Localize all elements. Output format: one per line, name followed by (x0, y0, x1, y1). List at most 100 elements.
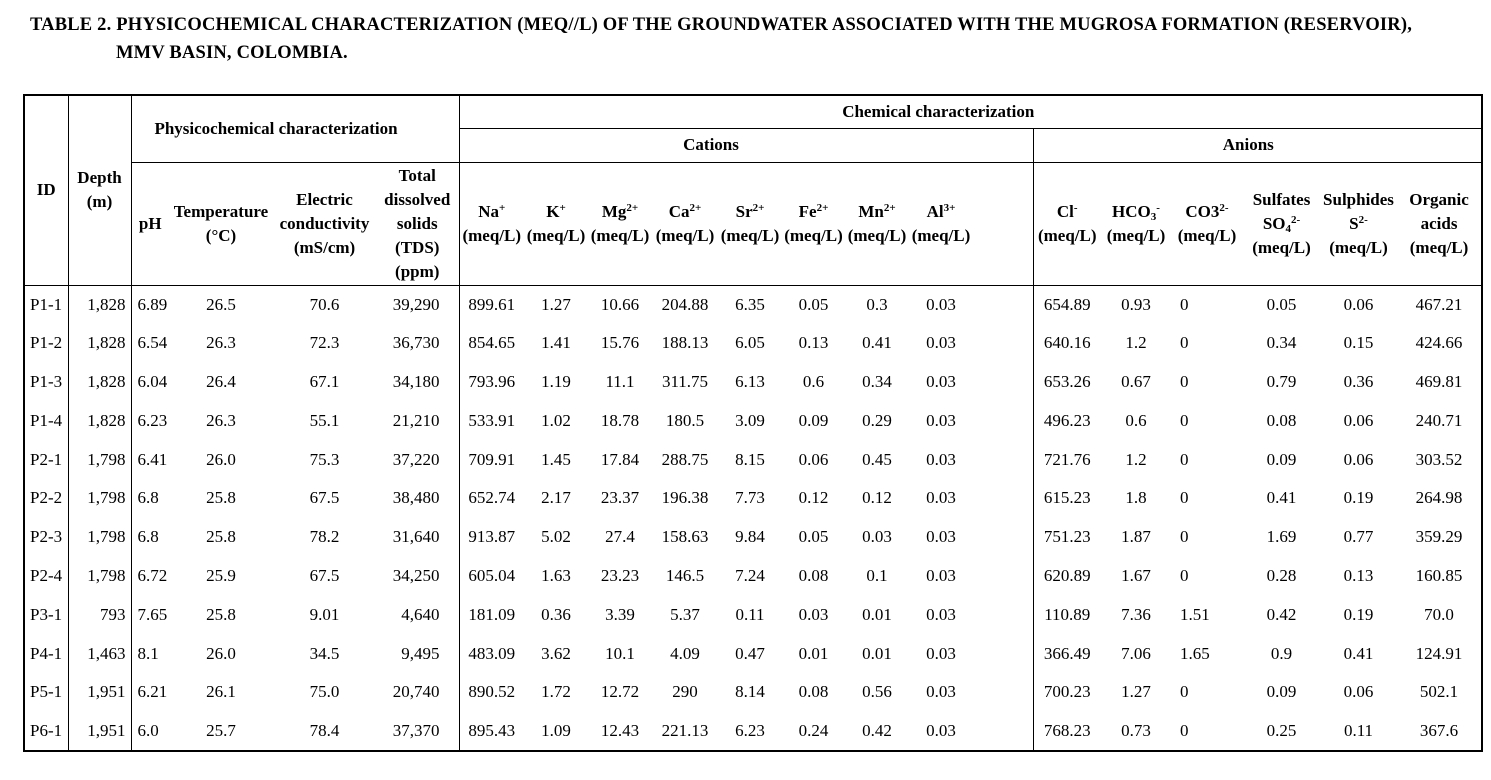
cell-electric-conductivity: 72.3 (309, 333, 340, 353)
cell-al: 0.03 (926, 527, 956, 547)
table-row-p2-4: P2-4 1,798 6.72 25.9 67.5 34,250 605.04 1.63 23.… (24, 556, 1482, 596)
cell-fe: 0.05 (798, 294, 829, 314)
cell-mn: 0.3 (866, 294, 888, 314)
cell-cl: 653.26 (1043, 371, 1091, 391)
cell-ca: 146.5 (665, 565, 705, 585)
cell-ph: 6.04 (137, 371, 168, 391)
table-header: ID Depth (m) Physicochemical characteriza… (24, 95, 1483, 286)
cell-al: 0.03 (926, 682, 956, 702)
cell-k: 5.02 (541, 527, 571, 547)
cell-organic-acids: 502.1 (1419, 682, 1459, 702)
cell-sr: 3.09 (735, 410, 765, 430)
spacer-cell (973, 672, 1034, 712)
col-header-fe: Fe2+ (meq/L) (782, 162, 845, 286)
cell-fe: 0.6 (802, 371, 825, 391)
cell-sulphides-s: 0.77 (1343, 527, 1374, 547)
cell-tds: 34,180 (376, 362, 460, 402)
cell-cl: 620.89 (1043, 565, 1091, 585)
cell-sulfates-so4: 0.34 (1266, 333, 1297, 353)
col-header-sulfates-so4: Sulfates SO42- (meq/L) (1243, 162, 1320, 286)
cell-organic-acids: 367.6 (1419, 720, 1459, 740)
cell-sulphides-s: 0.15 (1343, 333, 1374, 353)
table-row-p6-1: P6-1 1,951 6.0 25.7 78.4 37,370 895.43 1.09 12.4… (24, 711, 1482, 751)
cell-co3: 0 (1180, 527, 1189, 547)
cell-id: P2-1 (24, 440, 69, 479)
cell-al: 0.03 (926, 449, 956, 469)
cell-sr: 8.15 (735, 449, 765, 469)
cell-sulfates-so4: 0.42 (1266, 604, 1297, 624)
table-row-p1-3: P1-3 1,828 6.04 26.4 67.1 34,180 793.96 1.19 11.… (24, 362, 1482, 402)
cell-mg: 23.37 (600, 488, 640, 508)
cell-k: 1.63 (541, 565, 571, 585)
cell-cl: 751.23 (1043, 527, 1091, 547)
cell-sulphides-s: 0.06 (1343, 449, 1374, 469)
table-row-p4-1: P4-1 1,463 8.1 26.0 34.5 9,495 483.09 3.62 10.1 4… (24, 634, 1482, 673)
cell-sulfates-so4: 0.08 (1266, 410, 1297, 430)
cell-electric-conductivity: 67.5 (309, 565, 340, 585)
cell-id: P6-1 (24, 711, 69, 751)
cell-k: 1.02 (541, 410, 571, 430)
cell-na: 605.04 (468, 565, 516, 585)
cell-tds: 37,220 (376, 440, 460, 479)
cell-sr: 6.35 (735, 294, 765, 314)
cell-ph: 7.65 (137, 604, 168, 624)
cell-mg: 11.1 (605, 371, 635, 391)
cell-depth: 1,463 (68, 634, 132, 673)
cell-sulfates-so4: 0.9 (1270, 643, 1293, 663)
cell-sulfates-so4: 0.79 (1266, 371, 1297, 391)
cell-hco3: 1.2 (1125, 333, 1147, 353)
cell-organic-acids: 424.66 (1415, 333, 1463, 353)
cell-sr: 6.05 (735, 333, 765, 353)
cell-na: 913.87 (468, 527, 516, 547)
cell-temperature: 26.5 (206, 294, 236, 314)
cell-sr: 7.24 (735, 565, 765, 585)
groundwater-table: ID Depth (m) Physicochemical characteriza… (23, 94, 1484, 752)
cell-id: P1-4 (24, 401, 69, 441)
spacer-cell (973, 401, 1034, 441)
table-row-p2-3: P2-3 1,798 6.8 25.8 78.2 31,640 913.87 5.02 27.4… (24, 517, 1482, 557)
cell-sr: 8.14 (735, 682, 765, 702)
column-headers-row: pH Temperature (°C) Electric conductivity (mS… (24, 162, 1483, 286)
cell-depth: 1,828 (68, 401, 132, 441)
cell-na: 854.65 (468, 333, 516, 353)
cell-na: 890.52 (468, 682, 516, 702)
col-header-ph: pH (131, 162, 169, 286)
cell-ca: 188.13 (661, 333, 709, 353)
cell-co3: 0 (1180, 565, 1189, 585)
col-header-depth: Depth (m) (68, 95, 132, 286)
cell-co3: 0 (1180, 333, 1189, 353)
cell-electric-conductivity: 67.1 (309, 371, 340, 391)
cell-tds: 21,210 (376, 401, 460, 441)
cell-temperature: 26.1 (206, 682, 236, 702)
cell-sulfates-so4: 0.25 (1266, 720, 1297, 740)
cell-sulphides-s: 0.19 (1343, 488, 1374, 508)
cell-co3: 0 (1180, 371, 1189, 391)
cell-sulfates-so4: 0.09 (1266, 449, 1297, 469)
cell-hco3: 0.73 (1121, 720, 1151, 740)
cell-mg: 3.39 (605, 604, 635, 624)
cell-mg: 15.76 (600, 333, 640, 353)
col-header-sulphides-s: Sulphides S2- (meq/L) (1320, 162, 1397, 286)
cell-sr: 9.84 (735, 527, 765, 547)
cell-organic-acids: 160.85 (1415, 565, 1463, 585)
cell-temperature: 26.3 (206, 410, 236, 430)
cell-ph: 6.0 (137, 720, 159, 740)
col-header-na: Na+ (meq/L) (459, 162, 524, 286)
cell-ph: 6.72 (137, 565, 168, 585)
cell-sulphides-s: 0.36 (1343, 371, 1374, 391)
cell-id: P2-4 (24, 556, 69, 596)
cell-tds: 34,250 (376, 556, 460, 596)
cell-temperature: 26.0 (206, 643, 236, 663)
cell-electric-conductivity: 75.0 (309, 682, 340, 702)
cell-sulphides-s: 0.06 (1343, 294, 1374, 314)
cell-organic-acids: 240.71 (1415, 410, 1463, 430)
cell-electric-conductivity: 75.3 (309, 449, 340, 469)
cell-cl: 654.89 (1043, 294, 1091, 314)
cell-electric-conductivity: 78.2 (309, 527, 340, 547)
cell-na: 709.91 (468, 449, 516, 469)
cell-cl: 366.49 (1043, 643, 1091, 663)
cell-co3: 0 (1180, 294, 1189, 314)
spacer-cell (973, 478, 1034, 518)
cell-ca: 221.13 (661, 720, 709, 740)
cell-id: P1-2 (24, 323, 69, 363)
